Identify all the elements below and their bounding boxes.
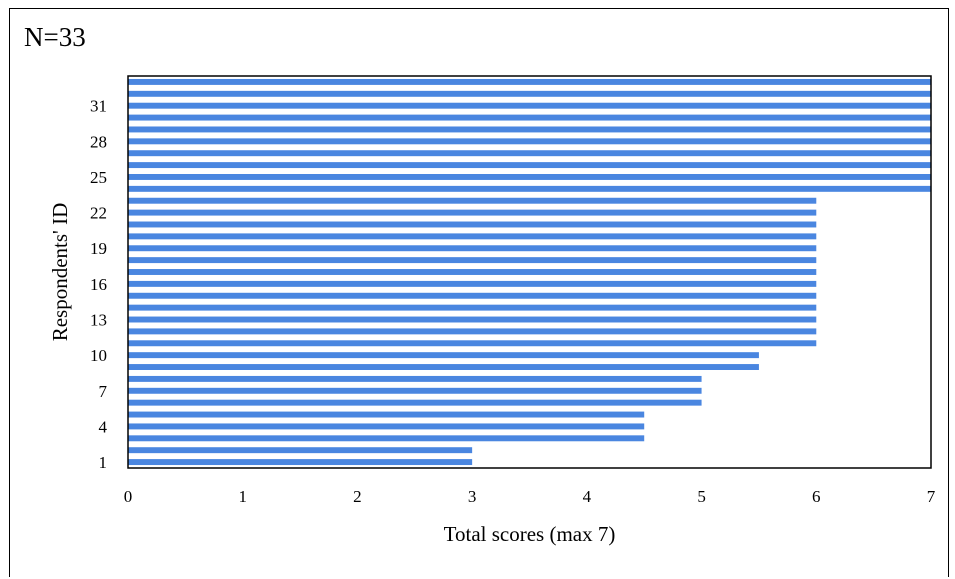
bar-respondent-31: [128, 102, 931, 109]
bar-respondent-13: [128, 316, 817, 323]
bar-respondent-14: [128, 304, 817, 311]
bar-respondent-28: [128, 138, 931, 145]
y-tick-label: 4: [99, 417, 108, 436]
x-tick-label: 7: [927, 487, 936, 506]
bar-respondent-12: [128, 328, 817, 335]
plot-area-border: [127, 75, 932, 469]
bar-respondent-8: [128, 375, 702, 382]
bar-respondent-15: [128, 292, 817, 299]
y-axis-label: Respondents' ID: [48, 203, 72, 342]
bar-respondent-21: [128, 221, 817, 228]
x-tick-label: 5: [697, 487, 706, 506]
y-tick-label: 28: [90, 132, 107, 151]
bar-respondent-30: [128, 114, 931, 121]
y-tick-label: 16: [90, 275, 107, 294]
bar-respondent-6: [128, 399, 702, 406]
bar-respondent-7: [128, 387, 702, 394]
bar-respondent-24: [128, 185, 931, 192]
y-tick-label: 31: [90, 97, 107, 116]
y-tick-label: 10: [90, 346, 107, 365]
bar-respondent-19: [128, 245, 817, 252]
x-tick-label: 0: [124, 487, 133, 506]
bar-respondent-18: [128, 257, 817, 264]
bar-respondent-10: [128, 352, 759, 359]
bar-respondent-4: [128, 423, 645, 430]
y-axis-ticks: 1 4 7 10 13 16 19 22 25 28 31: [90, 97, 108, 472]
bars-group: [128, 78, 931, 466]
x-axis-label: Total scores (max 7): [444, 522, 616, 546]
x-tick-label: 3: [468, 487, 477, 506]
bar-respondent-1: [128, 459, 473, 466]
x-tick-label: 1: [238, 487, 247, 506]
bar-respondent-32: [128, 90, 931, 97]
y-tick-label: 25: [90, 168, 107, 187]
bar-respondent-33: [128, 78, 931, 85]
x-tick-label: 2: [353, 487, 362, 506]
y-tick-label: 7: [99, 382, 108, 401]
bar-respondent-17: [128, 269, 817, 275]
y-tick-label: 13: [90, 311, 107, 330]
bar-respondent-5: [128, 411, 645, 418]
bar-respondent-3: [128, 435, 645, 442]
chart-title: N=33: [24, 22, 86, 52]
y-tick-label: 19: [90, 239, 107, 258]
bar-respondent-16: [128, 280, 817, 287]
x-tick-label: 4: [583, 487, 592, 506]
bar-respondent-27: [128, 150, 931, 157]
y-tick-label: 22: [90, 204, 107, 223]
bar-respondent-23: [128, 197, 817, 204]
x-tick-label: 6: [812, 487, 821, 506]
x-axis-ticks: 0 1 2 3 4 5 6 7: [124, 487, 936, 506]
bar-respondent-22: [128, 209, 817, 216]
bar-respondent-29: [128, 126, 931, 133]
bar-respondent-11: [128, 340, 817, 347]
bar-respondent-25: [128, 174, 931, 180]
bar-respondent-2: [128, 447, 473, 454]
bar-respondent-9: [128, 364, 759, 370]
y-tick-label: 1: [99, 453, 108, 472]
bar-respondent-20: [128, 233, 817, 240]
bar-respondent-26: [128, 162, 931, 169]
